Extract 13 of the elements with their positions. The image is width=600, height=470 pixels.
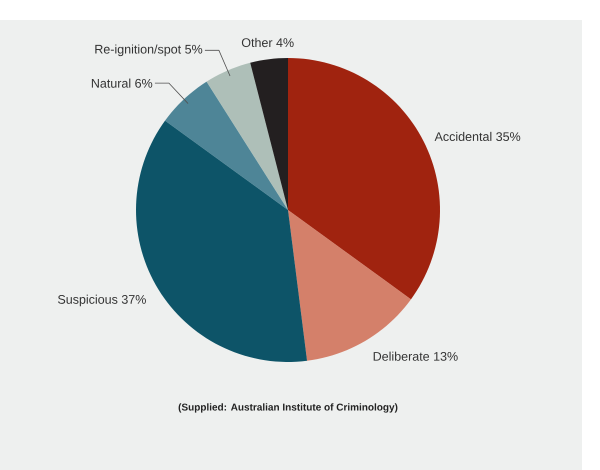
data-label: 35%: [496, 132, 520, 142]
slice-label: Other: [242, 38, 272, 48]
data-label: 4%: [276, 38, 294, 48]
slice-label: Deliberate: [374, 352, 430, 361]
slice-label: Suspicious: [58, 294, 118, 306]
slice-label: Natural: [92, 78, 130, 88]
slice-label: Accidental: [434, 132, 492, 142]
data-label: 37%: [122, 294, 146, 304]
data-label: 5%: [185, 44, 202, 54]
data-label: 6%: [135, 78, 152, 88]
slice-label: Re-ignition/spot: [95, 44, 182, 56]
text: (Supplied: Australian Institute of Criminology): [178, 403, 398, 413]
data-label: 13%: [434, 352, 458, 361]
